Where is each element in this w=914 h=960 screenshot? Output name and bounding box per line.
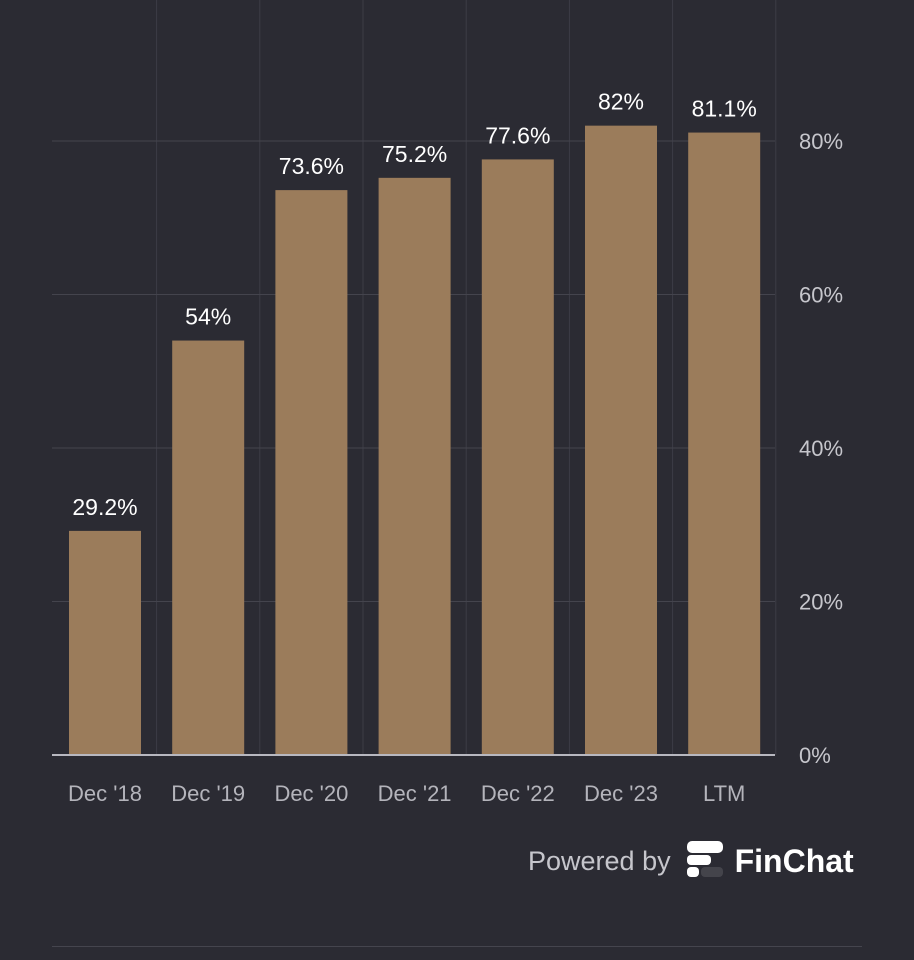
bars <box>69 125 761 756</box>
bar[interactable] <box>172 340 245 755</box>
bar-value-label: 81.1% <box>692 96 757 122</box>
bottom-divider <box>52 946 862 947</box>
finchat-brand-name: FinChat <box>734 842 854 879</box>
y-axis-labels: 0% 20% 40% 60% 80% <box>799 129 843 768</box>
bar-value-label: 75.2% <box>382 141 447 167</box>
x-tick-label: LTM <box>703 781 745 806</box>
bar-value-label: 29.2% <box>72 494 137 520</box>
bar-value-label: 82% <box>598 89 644 115</box>
x-tick-label: Dec '23 <box>584 781 658 806</box>
bar[interactable] <box>688 132 761 755</box>
bar-chart: 29.2%54%73.6% 75.2%77.6%82% 81.1% Dec '18 D… <box>52 0 843 806</box>
x-tick-label: Dec '21 <box>378 781 452 806</box>
bar-value-label: 54% <box>185 304 231 330</box>
x-tick-label: Dec '18 <box>68 781 142 806</box>
finchat-logo-icon <box>686 840 725 882</box>
y-tick-label: 40% <box>799 436 843 461</box>
y-tick-label: 80% <box>799 129 843 154</box>
x-tick-label: Dec '19 <box>171 781 245 806</box>
bar[interactable] <box>378 177 451 756</box>
bar[interactable] <box>481 159 554 756</box>
y-tick-label: 20% <box>799 590 843 615</box>
y-tick-label: 0% <box>799 743 831 768</box>
bar[interactable] <box>69 530 141 755</box>
bar-value-label: 77.6% <box>485 122 550 148</box>
powered-by-text: Powered by <box>528 845 671 876</box>
bar-value-label: 73.6% <box>279 153 344 179</box>
powered-by-branding[interactable]: Powered by FinChat <box>528 838 854 884</box>
bar[interactable] <box>585 125 657 755</box>
x-tick-label: Dec '20 <box>274 781 348 806</box>
bar[interactable] <box>275 190 348 755</box>
y-tick-label: 60% <box>799 283 843 308</box>
value-labels: 29.2% 54% 73.6% 75.2% 77.6% 82% 81.1% <box>72 89 756 520</box>
x-tick-label: Dec '22 <box>481 781 555 806</box>
x-axis-labels: Dec '18 Dec '19 Dec '20 Dec '21 Dec '22 Dec '… <box>68 781 745 806</box>
